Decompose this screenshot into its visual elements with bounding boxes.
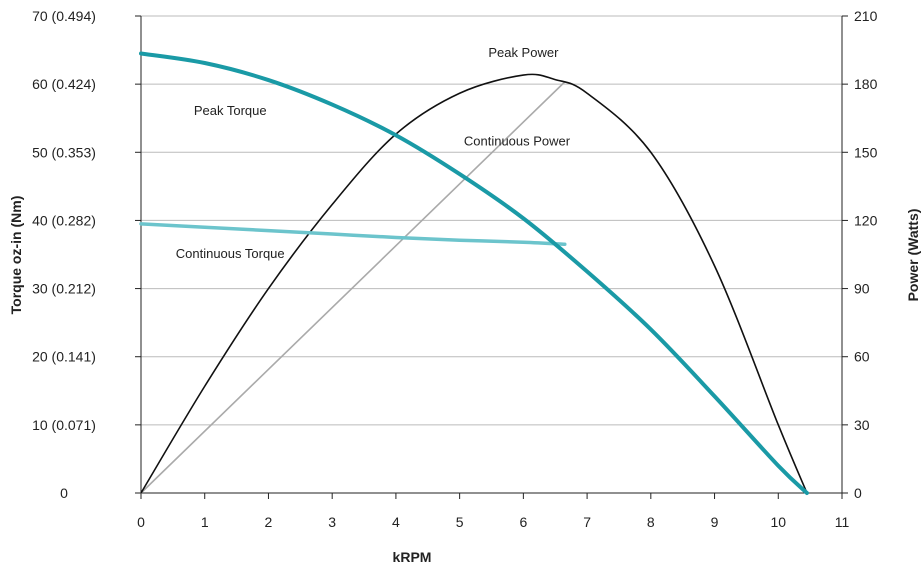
series-lines xyxy=(139,51,809,495)
right-y-tick-label: 60 xyxy=(854,349,870,365)
left-y-tick-label: 70 (0.494) xyxy=(32,8,96,24)
left-y-tick-label: 30 (0.212) xyxy=(32,281,96,297)
axes xyxy=(135,15,848,499)
left-y-tick-label: 20 (0.141) xyxy=(32,349,96,365)
right-y-tick-label: 120 xyxy=(854,212,878,228)
series-peak-torque xyxy=(139,51,809,495)
left-y-tick-label: 40 (0.282) xyxy=(32,212,96,228)
left-y-tick-label: 0 xyxy=(60,485,68,501)
x-tick-label: 11 xyxy=(835,514,850,530)
annotation-label: Continuous Torque xyxy=(176,246,285,261)
annotations: Peak Torque Continuous Torque Peak Power Co… xyxy=(176,45,571,261)
x-tick-label: 1 xyxy=(201,514,209,530)
x-tick-label: 6 xyxy=(519,514,527,530)
annotation-label: Peak Torque xyxy=(194,103,267,118)
x-axis-title: kRPM xyxy=(393,549,432,565)
right-y-tick-label: 180 xyxy=(854,76,878,92)
grid-lines xyxy=(141,15,842,426)
x-tick-label: 2 xyxy=(265,514,273,530)
x-tick-label: 3 xyxy=(328,514,336,530)
left-y-tick-label: 60 (0.424) xyxy=(32,76,96,92)
right-y-tick-label: 150 xyxy=(854,144,878,160)
x-tick-label: 10 xyxy=(770,514,786,530)
x-tick-label: 0 xyxy=(137,514,145,530)
right-y-axis-title: Power (Watts) xyxy=(905,209,921,302)
annotation-label: Peak Power xyxy=(488,45,559,60)
series-continuous-torque xyxy=(139,222,567,247)
right-y-tick-label: 90 xyxy=(854,281,870,297)
series-continuous-power xyxy=(140,81,566,494)
series-peak-power xyxy=(140,73,808,494)
right-y-tick-label: 0 xyxy=(854,485,862,501)
right-y-tick-label: 210 xyxy=(854,8,878,24)
x-tick-label: 8 xyxy=(647,514,655,530)
annotation-label: Continuous Power xyxy=(464,133,571,148)
left-y-tick-label: 50 (0.353) xyxy=(32,144,96,160)
x-tick-label: 5 xyxy=(456,514,464,530)
x-tick-label: 7 xyxy=(583,514,591,530)
x-tick-label: 4 xyxy=(392,514,400,530)
x-tick-label: 9 xyxy=(711,514,719,530)
left-y-tick-label: 10 (0.071) xyxy=(32,417,96,433)
left-y-axis-title: Torque oz-in (Nm) xyxy=(8,196,24,315)
right-y-tick-label: 30 xyxy=(854,417,870,433)
